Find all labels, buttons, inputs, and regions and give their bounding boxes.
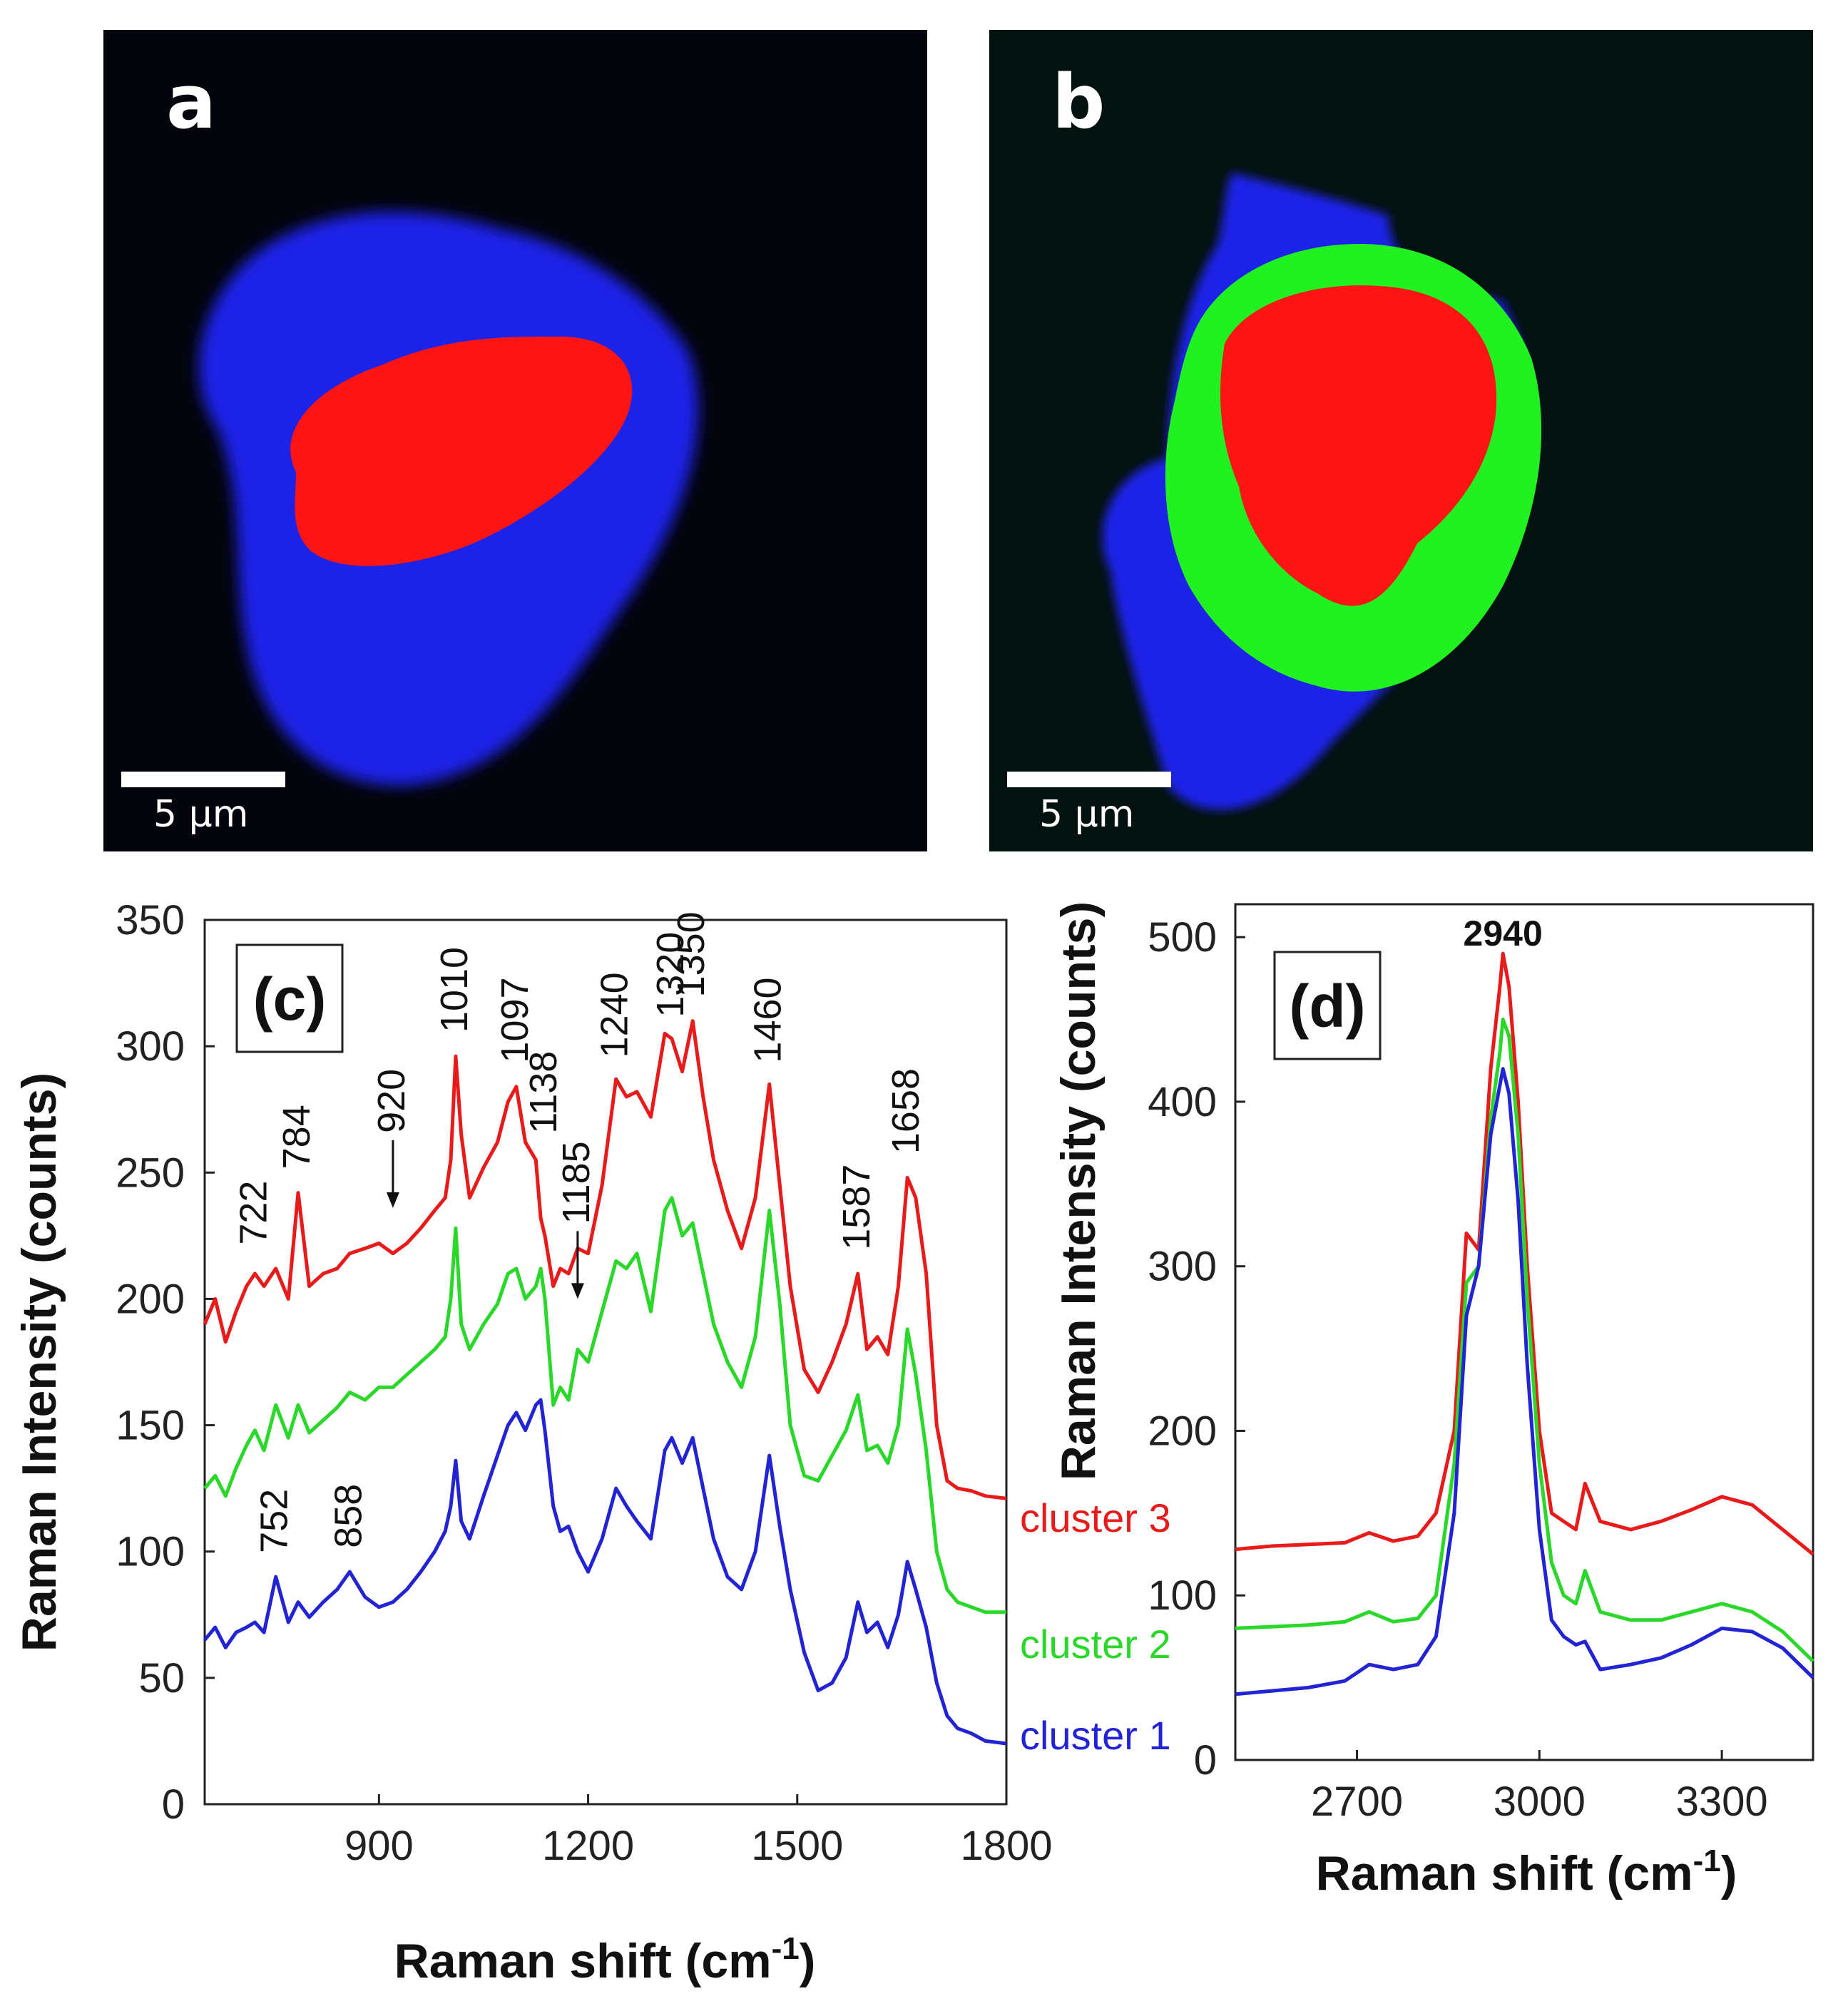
x-tick-label: 3000 [1494,1779,1586,1825]
peak-label: 1658 [884,1068,927,1154]
panel-letter-b: b [1052,58,1106,145]
raman-image-a: a 5 μm [103,30,927,851]
peak-label: 858 [327,1484,369,1548]
y-tick-label: 50 [138,1655,185,1701]
series-line-cluster-2 [203,1196,1006,1614]
raman-image-b-map [1102,173,1542,810]
peak-label: 722 [232,1181,275,1245]
panel-letter-a: a [166,58,217,145]
peak-label: 1010 [433,947,476,1033]
plot-frame [203,918,1008,1806]
peak-label: 752 [253,1489,296,1553]
peak-label: 2940 [1464,914,1543,953]
peak-arrowhead [571,1283,584,1299]
peak-label: 1320 [649,932,692,1018]
y-tick-label: 300 [116,1023,185,1070]
panel-label-box [1273,951,1382,1060]
x-tick-label: 3300 [1676,1779,1768,1825]
legend-entry: cluster 1 [1020,1713,1171,1758]
x-tick-label: 1200 [542,1823,634,1869]
series-line-cluster-2 [1235,1018,1814,1663]
x-axis-title: Raman shift (cm-1) [394,1931,816,1988]
y-tick-label: 400 [1148,1079,1217,1125]
x-tick-label: 2700 [1311,1779,1403,1825]
nucleus-region [1220,285,1497,606]
peak-label: 920 [370,1069,413,1133]
y-tick-label: 300 [1148,1244,1217,1290]
y-axis-title: Raman Intensity (counts) [1051,901,1106,1480]
series-line-cluster-1 [1235,1067,1814,1697]
peak-label: 1185 [555,1141,598,1224]
nucleus-region [290,337,633,566]
scale-bar-a [121,772,285,787]
y-axis-title: Raman Intensity (counts) [12,1073,66,1652]
y-tick-label: 100 [116,1529,185,1575]
panel-label: (c) [253,966,327,1033]
y-tick-label: 0 [1194,1737,1217,1784]
panel-label-box [235,943,344,1053]
peak-label: 1097 [494,977,536,1063]
x-tick-label: 1800 [960,1823,1052,1869]
panel-label: (d) [1289,973,1365,1040]
raman-image-a-map [199,212,698,786]
series-line-cluster-1 [203,1398,1007,1746]
peak-label: 1460 [747,977,790,1063]
peak-label: 1587 [835,1165,878,1250]
peak-label: 1240 [593,972,636,1058]
peak-label: 1350 [670,911,713,997]
scale-label-b: 5 μm [1039,793,1135,836]
y-tick-label: 0 [162,1781,185,1828]
raman-image-b: b 5 μm [989,30,1813,851]
y-tick-label: 200 [1148,1408,1217,1454]
scale-label-a: 5 μm [153,793,249,836]
x-tick-label: 1500 [751,1823,843,1869]
scale-bar-b [1007,772,1171,787]
x-axis-title: Raman shift (cm-1) [1316,1843,1737,1900]
y-tick-label: 150 [116,1403,185,1449]
legend-entry: cluster 2 [1020,1622,1171,1667]
y-tick-label: 200 [116,1276,185,1322]
legend-entry: cluster 3 [1020,1495,1171,1540]
y-tick-label: 250 [116,1150,185,1196]
y-tick-label: 500 [1148,914,1217,961]
plot-frame [1234,903,1814,1761]
peak-label: 784 [275,1105,318,1169]
peak-label: 1138 [522,1051,565,1134]
x-tick-label: 900 [344,1823,414,1869]
series-line-cluster-3 [1235,951,1814,1556]
y-tick-label: 350 [116,897,185,943]
peak-arrowhead [386,1192,399,1208]
y-tick-label: 100 [1148,1572,1217,1619]
